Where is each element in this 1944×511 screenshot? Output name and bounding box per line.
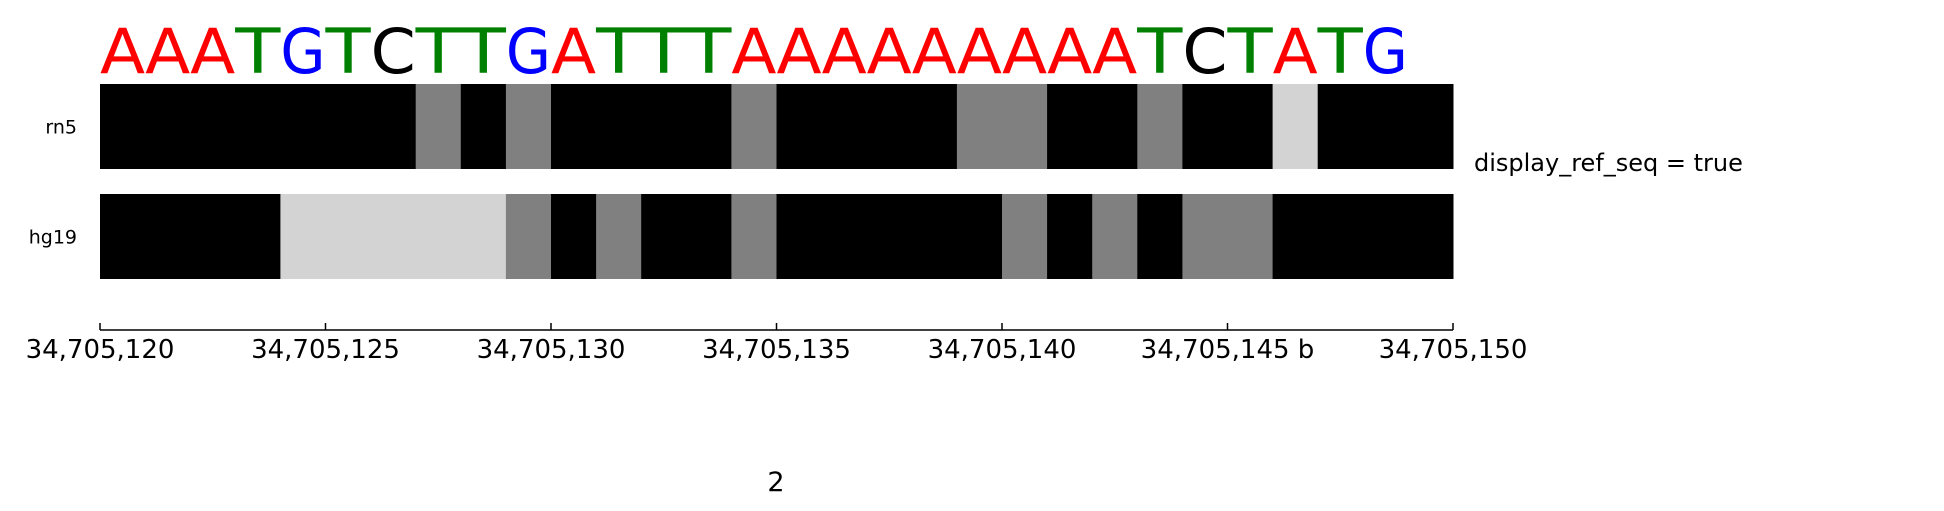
ref-base-24: C <box>1182 15 1227 88</box>
segment-hg19-8 <box>1002 194 1048 279</box>
segment-hg19-4 <box>596 194 642 279</box>
ref-base-4: G <box>280 15 325 88</box>
x-axis: 34,705,120 34,705,125 34,705,130 34,705,135… <box>26 323 1528 365</box>
segment-rn5-10 <box>1182 84 1274 169</box>
display-ref-seq-note: display_ref_seq = true <box>1474 149 1743 177</box>
ref-base-18: A <box>912 15 957 88</box>
ref-base-20: A <box>1002 15 1047 88</box>
ref-base-26: A <box>1273 15 1318 88</box>
segment-rn5-6 <box>776 84 958 169</box>
ref-base-1: A <box>145 15 190 88</box>
ref-base-21: A <box>1047 15 1092 88</box>
x-tick-label-1: 34,705,125 <box>251 335 400 365</box>
segment-hg19-1 <box>280 194 507 279</box>
segment-hg19-13 <box>1272 194 1454 279</box>
segment-hg19-6 <box>731 194 777 279</box>
ref-base-3: T <box>234 15 282 88</box>
ref-base-13: T <box>685 15 733 88</box>
ref-base-5: T <box>324 15 372 88</box>
alignment-tracks: rn5 hg19 <box>29 84 1454 279</box>
segment-hg19-12 <box>1182 194 1274 279</box>
ref-base-27: T <box>1317 15 1365 88</box>
ref-base-2: A <box>190 15 235 88</box>
segment-rn5-9 <box>1137 84 1183 169</box>
segment-rn5-1 <box>415 84 462 169</box>
track-label-rn5: rn5 <box>45 117 77 139</box>
ref-base-19: A <box>957 15 1002 88</box>
ref-base-15: A <box>777 15 822 88</box>
track-label-hg19: hg19 <box>29 227 77 249</box>
segment-hg19-9 <box>1047 194 1093 279</box>
segment-hg19-3 <box>551 194 597 279</box>
footer-number: 2 <box>767 467 784 498</box>
x-tick-label-5: 34,705,145 b <box>1141 335 1315 365</box>
segment-hg19-2 <box>505 194 552 279</box>
ref-base-10: A <box>551 15 596 88</box>
segment-rn5-12 <box>1317 84 1454 169</box>
ref-base-22: A <box>1092 15 1137 88</box>
track-hg19: hg19 <box>29 194 1454 279</box>
ref-base-14: A <box>731 15 776 88</box>
ref-base-12: T <box>640 15 688 88</box>
ref-base-17: A <box>867 15 912 88</box>
ref-base-7: T <box>415 15 463 88</box>
segment-rn5-5 <box>731 84 777 169</box>
x-tick-label-0: 34,705,120 <box>26 335 175 365</box>
ref-base-16: A <box>822 15 867 88</box>
segment-rn5-7 <box>956 84 1048 169</box>
segment-rn5-4 <box>551 84 732 169</box>
ref-base-28: G <box>1363 15 1408 88</box>
x-tick-label-4: 34,705,140 <box>928 335 1077 365</box>
ref-base-6: C <box>371 15 416 88</box>
ref-base-8: T <box>460 15 508 88</box>
segment-hg19-5 <box>641 194 732 279</box>
segment-hg19-7 <box>776 194 1003 279</box>
track-rn5: rn5 <box>45 84 1454 169</box>
segment-hg19-0 <box>100 194 281 279</box>
segment-hg19-10 <box>1092 194 1138 279</box>
x-tick-label-3: 34,705,135 <box>702 335 851 365</box>
segment-rn5-8 <box>1047 84 1138 169</box>
segment-rn5-2 <box>460 84 507 169</box>
ref-base-0: A <box>100 15 145 88</box>
segment-rn5-3 <box>505 84 552 169</box>
ref-base-9: G <box>506 15 551 88</box>
segment-rn5-0 <box>100 84 417 169</box>
x-tick-label-6: 34,705,150 <box>1379 335 1528 365</box>
ref-base-23: T <box>1136 15 1184 88</box>
x-tick-label-2: 34,705,130 <box>477 335 626 365</box>
ref-base-25: T <box>1226 15 1274 88</box>
segment-hg19-11 <box>1137 194 1183 279</box>
ref-base-11: T <box>595 15 643 88</box>
segment-rn5-11 <box>1272 84 1319 169</box>
